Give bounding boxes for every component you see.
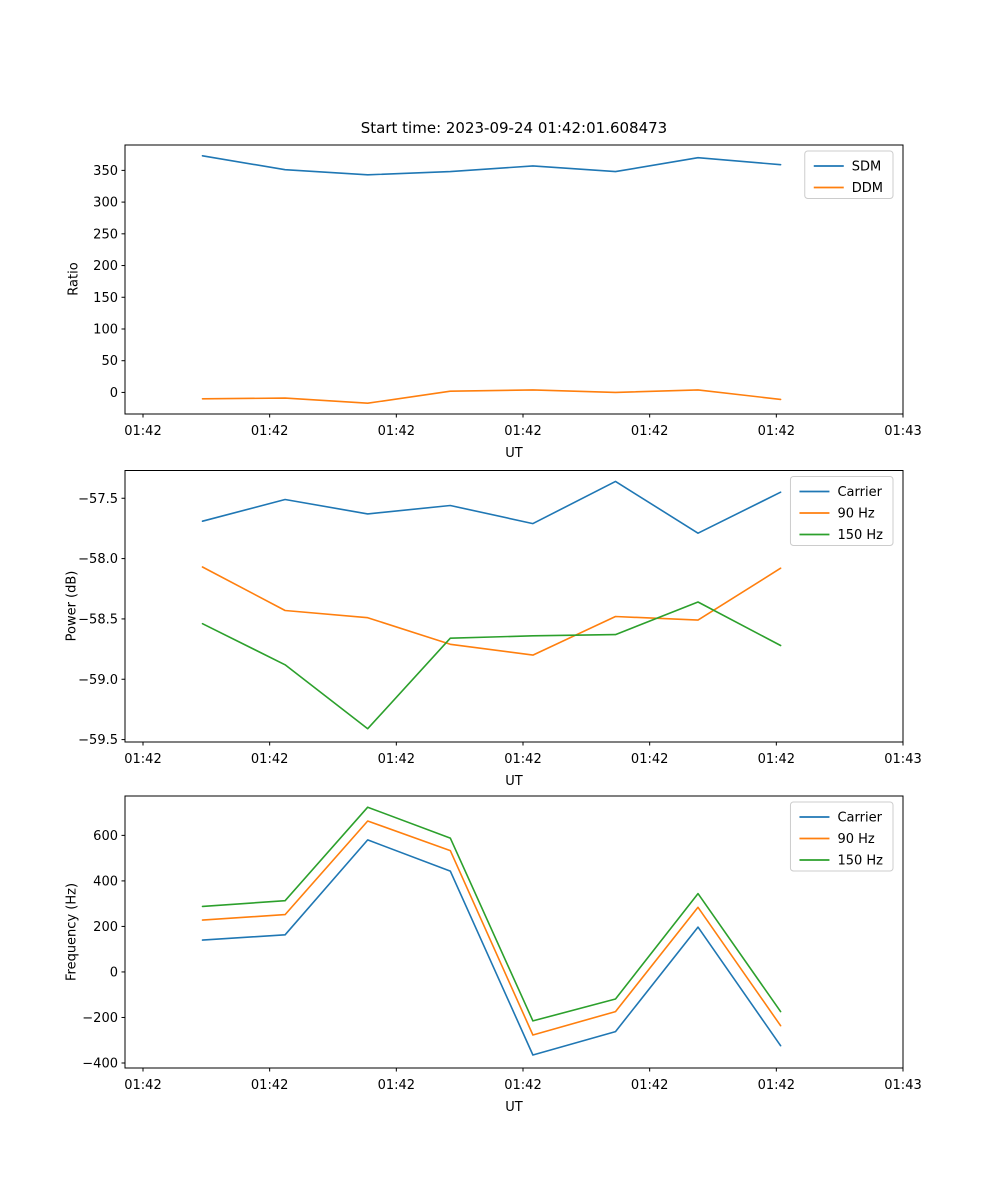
y-tick-label: 300 (93, 196, 118, 211)
x-tick-label: 01:42 (631, 752, 668, 767)
x-tick-label: 01:42 (251, 752, 288, 767)
frequency-x-axis-label: UT (505, 1100, 523, 1115)
x-tick-label: 01:42 (631, 424, 668, 439)
y-tick-label: 400 (93, 874, 118, 889)
x-axis-ticks: 01:42 01:42 01:42 01:42 01:42 01:42 01:43 (124, 414, 922, 439)
y-tick-label: 600 (93, 829, 118, 844)
x-axis-ticks: 01:42 01:42 01:42 01:42 01:42 01:42 01:43 (124, 1068, 922, 1093)
plot-frame (124, 144, 904, 415)
90-hz-line (201, 566, 782, 656)
legend: Carrier 90 Hz 150 Hz (789, 801, 894, 872)
plot-frame (124, 795, 904, 1069)
ratio-x-axis-label: UT (505, 446, 523, 461)
ratio-y-axis-label: Ratio (66, 262, 82, 296)
y-axis-ticks: −400 −200 0 200 400 600 (82, 829, 125, 1071)
x-tick-label: 01:42 (378, 752, 415, 767)
y-tick-label: −200 (82, 1011, 118, 1026)
90-hz-legend-label: 90 Hz (837, 507, 874, 522)
carrier-line (201, 839, 782, 1056)
x-tick-label: 01:42 (378, 1078, 415, 1093)
x-tick-label: 01:42 (758, 752, 795, 767)
y-tick-label: 350 (93, 164, 118, 179)
y-tick-label: −57.5 (78, 492, 118, 507)
x-tick-label: 01:42 (504, 424, 541, 439)
legend: SDM DDM (804, 150, 894, 199)
y-tick-label: 150 (93, 291, 118, 306)
y-tick-label: 50 (101, 354, 118, 369)
frequency-y-axis-label: Frequency (Hz) (64, 882, 80, 982)
y-tick-label: 0 (110, 386, 118, 401)
150-hz-line (201, 601, 782, 730)
x-tick-label: 01:42 (251, 424, 288, 439)
y-tick-label: 0 (110, 965, 118, 980)
150-hz-legend-label: 150 Hz (837, 528, 883, 543)
carrier-legend-label: Carrier (837, 485, 882, 500)
power-y-axis-label: Power (dB) (64, 570, 80, 642)
y-tick-label: 200 (93, 920, 118, 935)
y-tick-label: 200 (93, 259, 118, 274)
y-tick-label: 250 (93, 227, 118, 242)
y-tick-label: −58.0 (78, 552, 118, 567)
ratio-plot: 01:42 01:42 01:42 01:42 01:42 01:42 01:43 0 50 10… (93, 144, 922, 439)
x-tick-label: 01:42 (124, 752, 161, 767)
x-axis-ticks: 01:42 01:42 01:42 01:42 01:42 01:42 01:43 (124, 742, 922, 767)
x-tick-label: 01:42 (124, 424, 161, 439)
x-tick-label: 01:42 (251, 1078, 288, 1093)
x-tick-label: 01:42 (124, 1078, 161, 1093)
legend-box (789, 801, 894, 872)
90-hz-legend-label: 90 Hz (837, 832, 874, 847)
y-axis-ticks: −57.5 −58.0 −58.5 −59.0 −59.5 (78, 492, 125, 748)
x-tick-label: 01:42 (504, 752, 541, 767)
150-hz-legend-label: 150 Hz (837, 854, 883, 869)
sdm-legend-label: SDM (852, 160, 881, 175)
x-tick-label: 01:42 (378, 424, 415, 439)
x-tick-label: 01:43 (884, 424, 921, 439)
x-tick-label: 01:43 (884, 752, 921, 767)
x-tick-label: 01:43 (884, 1078, 921, 1093)
legend: Carrier 90 Hz 150 Hz (789, 476, 894, 546)
sdm-line (201, 155, 782, 176)
plot-frame (124, 470, 904, 743)
x-tick-label: 01:42 (758, 1078, 795, 1093)
x-tick-label: 01:42 (758, 424, 795, 439)
carrier-legend-label: Carrier (837, 811, 882, 826)
150-hz-line (201, 806, 782, 1022)
frequency-plot: 01:42 01:42 01:42 01:42 01:42 01:42 01:43−400−… (82, 795, 922, 1093)
x-tick-label: 01:42 (504, 1078, 541, 1093)
power-plot: 01:42 01:42 01:42 01:42 01:42 01:42 01:43 −57.5… (78, 470, 922, 767)
carrier-line (201, 480, 782, 535)
y-tick-label: −59.0 (78, 673, 118, 688)
ddm-legend-label: DDM (852, 181, 883, 196)
figure-title: Start time: 2023-09-24 01:42:01.608473 (360, 119, 668, 137)
ddm-line (201, 389, 782, 405)
y-tick-label: −400 (82, 1056, 118, 1071)
y-tick-label: −59.5 (78, 733, 118, 748)
90-hz-line (201, 820, 782, 1036)
legend-box (789, 476, 894, 546)
y-tick-label: −58.5 (78, 612, 118, 627)
y-axis-ticks: 0 50 100 150 200 250 300 350 (93, 164, 125, 401)
power-x-axis-label: UT (505, 774, 523, 789)
y-tick-label: 100 (93, 322, 118, 337)
x-tick-label: 01:42 (631, 1078, 668, 1093)
